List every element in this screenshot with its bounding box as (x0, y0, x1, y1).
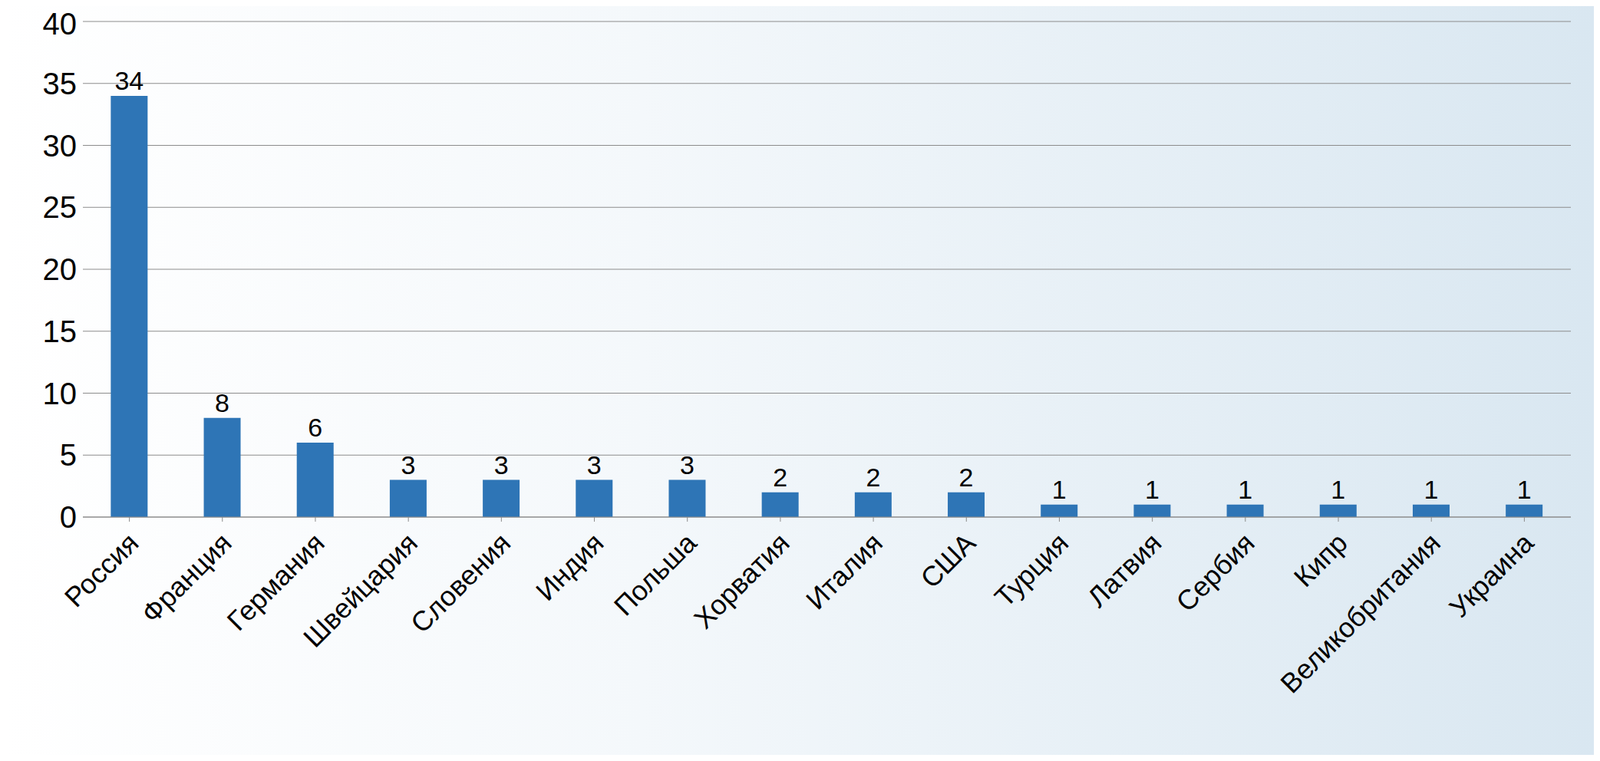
svg-text:Швейцария: Швейцария (296, 527, 424, 654)
svg-text:3: 3 (587, 450, 602, 480)
svg-text:5: 5 (59, 438, 77, 472)
svg-text:Германия: Германия (220, 527, 331, 637)
svg-text:1: 1 (1144, 475, 1160, 505)
svg-text:2: 2 (772, 462, 788, 492)
svg-text:1: 1 (1330, 475, 1346, 505)
svg-text:Словения: Словения (404, 527, 517, 640)
svg-text:2: 2 (865, 462, 881, 492)
svg-text:Турция: Турция (988, 527, 1075, 614)
svg-text:1: 1 (1237, 475, 1253, 505)
svg-text:3: 3 (494, 450, 509, 480)
svg-text:Польша: Польша (607, 526, 703, 622)
svg-text:0: 0 (59, 500, 77, 535)
svg-text:15: 15 (42, 314, 78, 349)
svg-text:Россия: Россия (58, 527, 145, 614)
svg-text:3: 3 (679, 450, 695, 480)
svg-text:10: 10 (42, 376, 78, 411)
svg-text:Украина: Украина (1442, 526, 1541, 624)
svg-text:1: 1 (1424, 475, 1439, 505)
svg-text:Хорватия: Хорватия (687, 527, 796, 636)
svg-text:3: 3 (400, 450, 416, 480)
svg-text:6: 6 (307, 412, 323, 443)
svg-text:40: 40 (42, 6, 78, 41)
svg-text:25: 25 (42, 190, 78, 225)
svg-text:1: 1 (1052, 475, 1067, 505)
svg-text:Италия: Италия (799, 527, 889, 617)
svg-text:Великобритания: Великобритания (1274, 527, 1447, 700)
svg-text:30: 30 (42, 128, 78, 163)
svg-text:Франция: Франция (135, 527, 238, 630)
svg-text:1: 1 (1517, 475, 1532, 505)
svg-text:Индия: Индия (529, 527, 610, 608)
svg-text:США: США (913, 527, 982, 595)
svg-text:8: 8 (214, 388, 230, 418)
svg-text:20: 20 (42, 252, 78, 287)
svg-text:Кипр: Кипр (1287, 527, 1354, 594)
svg-text:2: 2 (959, 462, 974, 492)
svg-text:34: 34 (114, 65, 144, 96)
svg-text:35: 35 (42, 66, 78, 101)
svg-text:Латвия: Латвия (1081, 527, 1168, 614)
svg-text:Сербия: Сербия (1169, 527, 1261, 618)
